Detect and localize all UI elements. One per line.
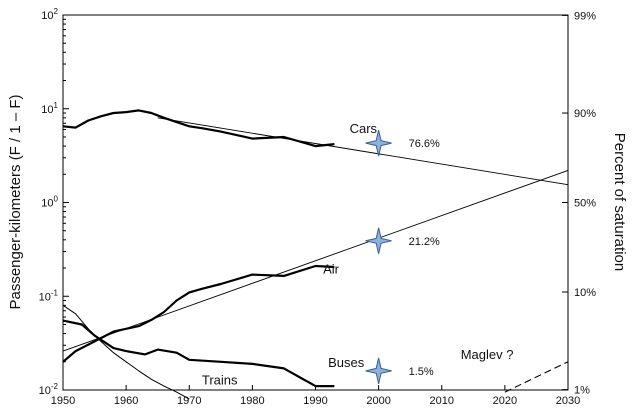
series-line-maglev-trend: [504, 361, 569, 393]
labels-layer: Cars Air Buses Trains Maglev ?: [202, 121, 514, 387]
y-tick-label: 101: [41, 101, 58, 116]
x-tick-label: 1990: [303, 395, 327, 407]
series-line-buses: [62, 319, 335, 388]
y-tick-label: 102: [41, 7, 58, 22]
marker-percent-label: 76.6%: [409, 138, 440, 150]
star-marker: [365, 129, 392, 157]
marker-percent-label: 21.2%: [409, 236, 440, 248]
markers-layer: 76.6% 21.2% 1.5%: [365, 129, 440, 385]
y-right-tick-label: 99%: [574, 10, 596, 22]
y-tick-label: 10-2: [39, 382, 59, 397]
marker-percent-label: 1.5%: [409, 366, 434, 378]
x-tick-label: 1980: [240, 395, 264, 407]
y-tick-label: 100: [41, 195, 58, 210]
star-marker: [365, 357, 392, 385]
x-tick-label: 2010: [430, 395, 454, 407]
y-right-tick-label: 50%: [574, 198, 596, 210]
y-right-tick-label: 1%: [574, 385, 590, 397]
plot-frame: [62, 14, 569, 391]
series-annotation: Air: [323, 261, 340, 276]
series-line-cars-trend: [157, 117, 569, 186]
ticks-layer: 1950 1960 1970 1980 1990 2000 2010 2020 2030 10-2…: [39, 7, 597, 407]
y-axis-title-right: Percent of saturation: [611, 133, 628, 271]
star-marker: [365, 227, 392, 254]
x-tick-label: 2000: [366, 395, 390, 407]
x-tick-label: 1950: [51, 395, 75, 407]
series-line-air-trend: [62, 169, 569, 352]
series-annotation: Maglev ?: [461, 347, 514, 362]
x-tick-label: 2030: [556, 395, 580, 407]
x-tick-label: 1960: [114, 395, 138, 407]
x-tick-label: 2020: [493, 395, 517, 407]
y-axis-title-left: Passenger-kilometers (F / 1 – F): [7, 94, 24, 309]
y-right-tick-label: 10%: [574, 287, 596, 299]
series-line-trains: [62, 304, 190, 400]
x-tick-label: 1970: [177, 395, 201, 407]
series-line-cars: [62, 109, 335, 148]
series-annotation: Buses: [328, 355, 365, 370]
series-annotation: Cars: [350, 121, 378, 136]
y-right-tick-label: 90%: [574, 108, 596, 120]
series-annotation: Trains: [202, 372, 238, 387]
series-line-air: [62, 264, 335, 363]
lines-layer: [62, 109, 569, 400]
y-tick-label: 10-1: [39, 288, 59, 303]
